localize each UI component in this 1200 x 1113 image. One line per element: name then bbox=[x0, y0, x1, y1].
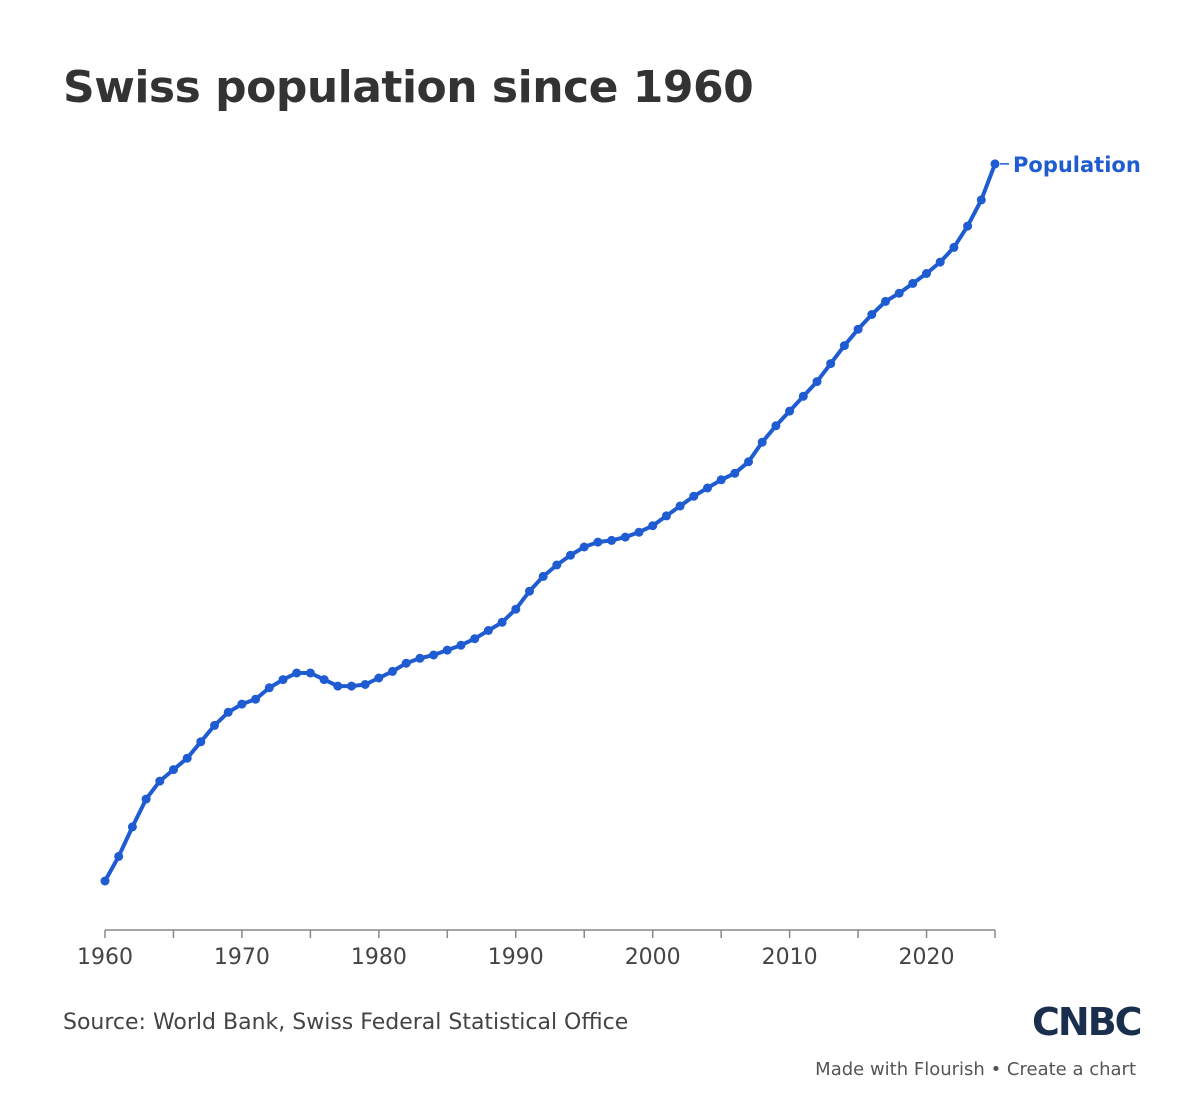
data-point bbox=[497, 617, 507, 627]
data-point bbox=[374, 673, 384, 683]
x-tick-label: 2010 bbox=[762, 945, 818, 970]
data-point bbox=[963, 221, 973, 231]
data-point bbox=[141, 794, 151, 804]
data-point bbox=[935, 257, 945, 267]
made-with-flourish-link[interactable]: Made with Flourish bbox=[815, 1059, 985, 1080]
data-point bbox=[169, 765, 178, 775]
data-point bbox=[730, 468, 740, 478]
data-point bbox=[319, 675, 329, 685]
data-point bbox=[100, 876, 110, 886]
data-point bbox=[470, 634, 480, 644]
create-chart-link[interactable]: Create a chart bbox=[1006, 1059, 1136, 1080]
data-point bbox=[620, 532, 630, 542]
x-tick-label: 2020 bbox=[899, 945, 955, 970]
data-point bbox=[333, 681, 343, 691]
x-tick-label: 1960 bbox=[77, 945, 133, 970]
data-point bbox=[703, 483, 712, 493]
data-point bbox=[949, 242, 959, 252]
data-point bbox=[278, 675, 288, 685]
data-point bbox=[210, 720, 219, 730]
data-point bbox=[744, 457, 753, 467]
data-point bbox=[798, 391, 808, 401]
data-point bbox=[922, 269, 931, 278]
data-point bbox=[483, 626, 493, 635]
data-point bbox=[785, 406, 795, 416]
data-point bbox=[114, 851, 124, 861]
data-point bbox=[771, 421, 781, 431]
flourish-credit: Made with Flourish • Create a chart bbox=[815, 1058, 1136, 1082]
data-point bbox=[689, 491, 699, 501]
data-point bbox=[593, 537, 603, 547]
x-tick-label: 1970 bbox=[214, 945, 270, 970]
data-point bbox=[415, 653, 425, 663]
data-point bbox=[429, 650, 439, 660]
data-point bbox=[347, 681, 356, 691]
data-point bbox=[661, 511, 671, 521]
population-line bbox=[103, 161, 997, 883]
source-note: Source: World Bank, Swiss Federal Statis… bbox=[63, 1010, 629, 1035]
x-tick-label: 1990 bbox=[488, 945, 544, 970]
data-point bbox=[757, 437, 767, 447]
data-point bbox=[552, 560, 562, 570]
data-point bbox=[196, 737, 206, 747]
data-point bbox=[881, 296, 890, 306]
x-tick-label: 2000 bbox=[625, 945, 681, 970]
chart-title: Swiss population since 1960 bbox=[63, 62, 754, 113]
data-point bbox=[976, 195, 986, 205]
data-point bbox=[839, 341, 849, 351]
data-point bbox=[305, 668, 315, 678]
data-point bbox=[292, 668, 302, 678]
data-point bbox=[360, 680, 370, 689]
x-axis: 1960 1970 1980 1990 2000 2010 2020 bbox=[77, 929, 996, 970]
data-point bbox=[155, 776, 165, 786]
data-point bbox=[182, 753, 192, 763]
data-point bbox=[251, 694, 261, 704]
data-point bbox=[579, 542, 589, 552]
data-point bbox=[908, 278, 918, 288]
data-point bbox=[456, 640, 466, 650]
data-point bbox=[237, 699, 247, 709]
data-point bbox=[525, 586, 534, 596]
data-point bbox=[853, 324, 863, 334]
cnbc-logo[interactable]: CNBC bbox=[1032, 1000, 1143, 1044]
x-tick-label: 1980 bbox=[351, 945, 407, 970]
data-point bbox=[401, 658, 411, 668]
data-point bbox=[867, 310, 877, 319]
data-point bbox=[648, 521, 658, 531]
data-point bbox=[511, 604, 521, 614]
data-point bbox=[388, 666, 397, 676]
data-point bbox=[607, 535, 617, 545]
data-point bbox=[675, 501, 685, 511]
data-point bbox=[826, 359, 836, 369]
data-point bbox=[538, 571, 548, 581]
data-point bbox=[812, 377, 822, 387]
data-point bbox=[634, 527, 644, 537]
data-point bbox=[264, 683, 274, 693]
data-point bbox=[894, 288, 904, 298]
series-label-population: Population bbox=[1013, 153, 1141, 177]
data-point bbox=[990, 159, 1000, 169]
data-point bbox=[566, 550, 575, 560]
data-point bbox=[716, 475, 726, 485]
data-point bbox=[223, 707, 233, 717]
data-point bbox=[127, 822, 137, 832]
credit-separator: • bbox=[990, 1059, 1002, 1080]
series-population: Population bbox=[100, 153, 1141, 886]
data-point bbox=[442, 645, 452, 655]
